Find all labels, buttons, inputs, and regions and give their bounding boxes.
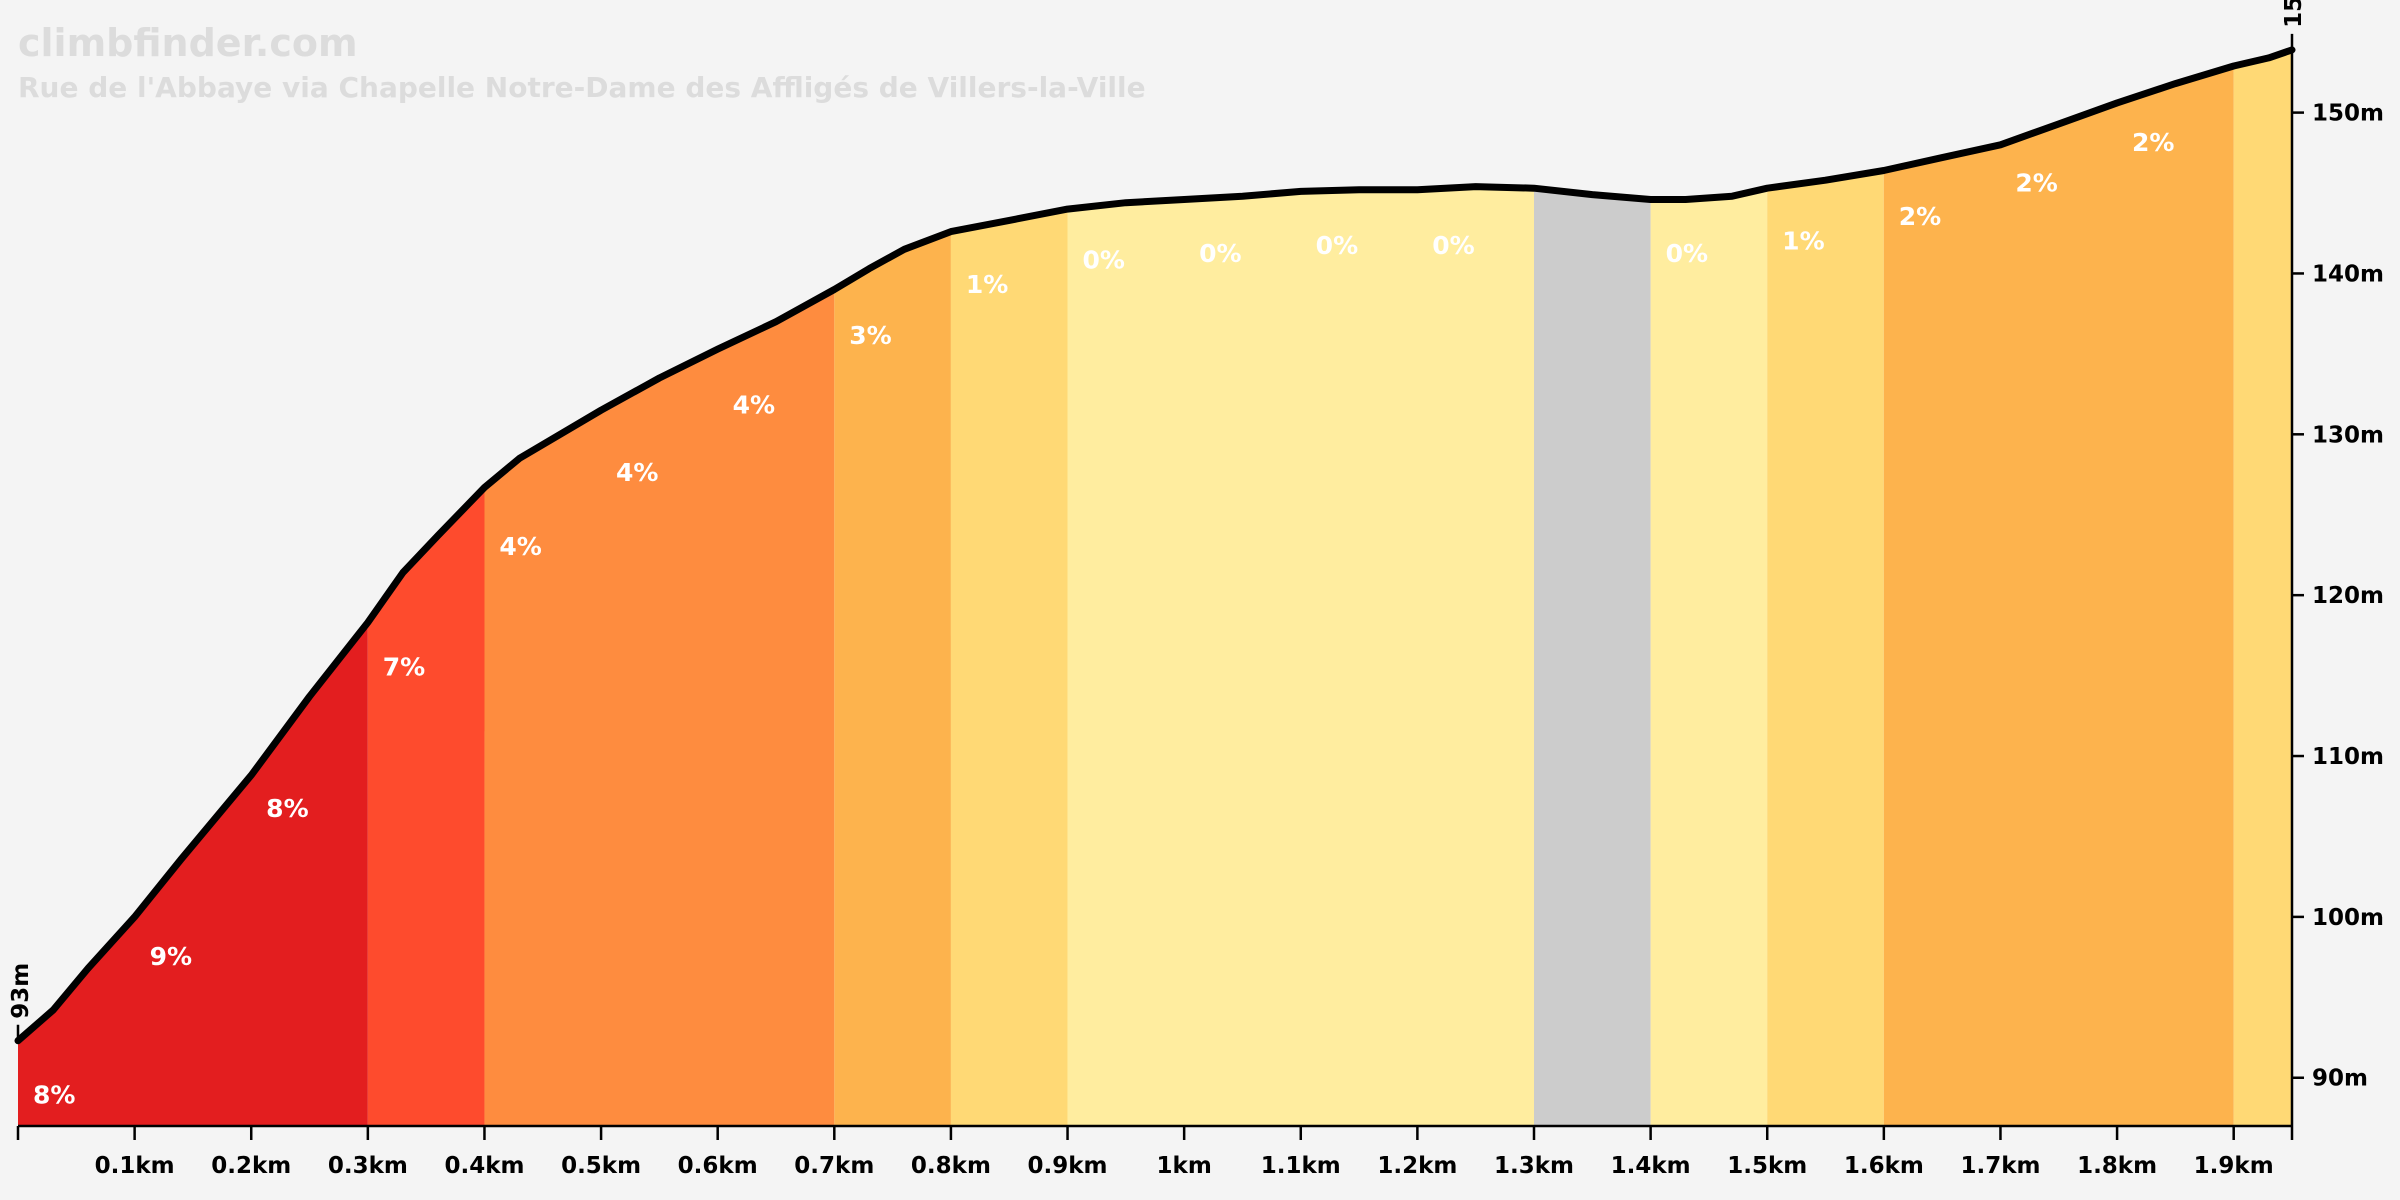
gradient-label-4: 7% — [383, 653, 425, 682]
gradient-label-17: 2% — [2015, 168, 2057, 197]
gradient-label-16: 2% — [1899, 202, 1941, 231]
start-elevation-label: 93m — [8, 963, 34, 1019]
axes: 0.1km 0.2km 0.3km 0.4km 0.5km 0.6km 0.7km 0.8km… — [8, 0, 2384, 1179]
gradient-segment-2 — [367, 487, 485, 1126]
gradient-label-18: 2% — [2132, 128, 2174, 157]
gradient-label-5: 4% — [499, 532, 541, 561]
x-tick-label: 0.3km — [328, 1153, 408, 1179]
x-tick-label: 1.4km — [1611, 1153, 1691, 1179]
x-tick-label: 1.6km — [1844, 1153, 1924, 1179]
gradient-segment-3 — [484, 289, 835, 1126]
x-tick-label: 0.6km — [678, 1153, 758, 1179]
gradient-segment-4 — [834, 231, 951, 1127]
y-tick-label: 110m — [2312, 744, 2384, 770]
gradient-segments — [18, 49, 2292, 1127]
gradient-labels: 8% 9% 8% 7% 4% 4% 4% 3% 1% 0% 0% 0% 0% 0% 1% 2% 2% 2% — [33, 128, 2174, 1109]
gradient-segment-7 — [1534, 188, 1651, 1126]
gradient-segment-1 — [18, 622, 368, 1126]
elevation-profile-line — [14, 46, 2296, 1045]
x-tick-label: 1.3km — [1494, 1153, 1574, 1179]
gradient-label-12: 0% — [1316, 231, 1358, 260]
x-tick-label: 1.9km — [2194, 1153, 2274, 1179]
x-tick-label: 0.2km — [211, 1153, 291, 1179]
gradient-label-15: 1% — [1782, 226, 1824, 255]
x-tick-label: 1.5km — [1727, 1153, 1807, 1179]
x-tick-label: 1.2km — [1377, 1153, 1457, 1179]
gradient-label-14: 0% — [1666, 239, 1708, 268]
x-tick-label: 0.8km — [911, 1153, 991, 1179]
y-tick-label: 120m — [2312, 583, 2384, 609]
y-tick-label: 100m — [2312, 905, 2384, 931]
gradient-label-3: 8% — [266, 794, 308, 823]
x-tick-label: 1km — [1157, 1153, 1212, 1179]
site-title: climbfinder.com — [18, 21, 358, 65]
gradient-label-13: 0% — [1432, 231, 1474, 260]
x-tick-label: 1.8km — [2077, 1153, 2157, 1179]
gradient-label-11: 0% — [1199, 239, 1241, 268]
gradient-segment-10 — [1883, 66, 2234, 1126]
y-tick-label: 90m — [2312, 1066, 2368, 1092]
y-tick-label: 130m — [2312, 422, 2384, 448]
x-tick-label: 1.7km — [1960, 1153, 2040, 1179]
gradient-label-6: 4% — [616, 458, 658, 487]
gradient-label-7: 4% — [733, 390, 775, 419]
gradient-segment-8 — [1650, 188, 1768, 1126]
gradient-label-8: 3% — [849, 321, 891, 350]
gradient-segment-11 — [2233, 49, 2292, 1126]
x-tick-label: 1.1km — [1261, 1153, 1341, 1179]
y-tick-label: 150m — [2312, 101, 2384, 127]
end-elevation-label: 154m — [2281, 0, 2307, 28]
x-tick-label: 0.7km — [794, 1153, 874, 1179]
x-tick-label: 0.9km — [1028, 1153, 1108, 1179]
gradient-segment-6 — [1067, 186, 1534, 1127]
gradient-label-10: 0% — [1082, 246, 1124, 275]
gradient-segment-5 — [950, 209, 1068, 1127]
climb-name: Rue de l'Abbaye via Chapelle Notre-Dame … — [18, 71, 1146, 104]
gradient-label-2: 9% — [150, 942, 192, 971]
gradient-label-9: 1% — [966, 270, 1008, 299]
x-tick-label: 0.4km — [444, 1153, 524, 1179]
gradient-segment-9 — [1767, 170, 1884, 1126]
y-tick-label: 140m — [2312, 261, 2384, 287]
x-tick-label: 0.5km — [561, 1153, 641, 1179]
gradient-label-1: 8% — [33, 1081, 75, 1110]
x-tick-label: 0.1km — [95, 1153, 175, 1179]
